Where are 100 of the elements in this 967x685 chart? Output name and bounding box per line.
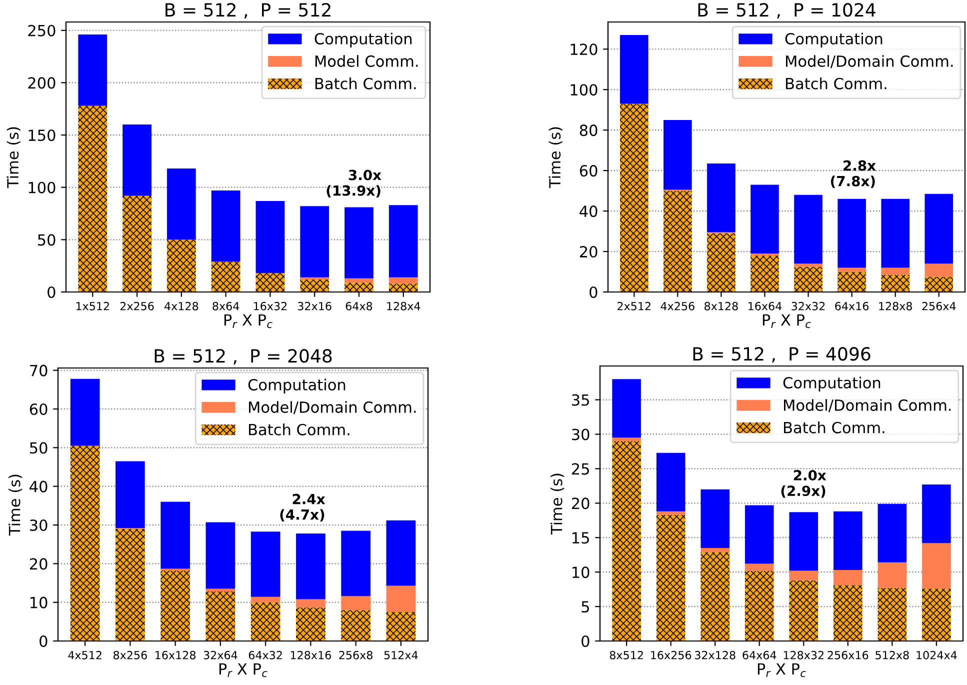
x-tick-label: 256x4 [922, 302, 956, 310]
legend-label: Batch Comm. [786, 78, 886, 90]
bar [300, 206, 330, 278]
y-axis-title: Time (s) [8, 474, 22, 536]
x-tick-label: 2x256 [120, 302, 154, 310]
bar [838, 198, 866, 268]
bar [750, 184, 779, 254]
y-tick-label: 70 [30, 364, 48, 376]
bar [744, 505, 774, 564]
bar [388, 284, 418, 292]
x-tick-label: 8x128 [704, 302, 738, 310]
bar [250, 532, 280, 597]
bar [620, 34, 648, 104]
bar [116, 528, 145, 641]
bar [664, 120, 692, 190]
bar [166, 240, 196, 292]
bar [122, 124, 152, 196]
bar [211, 262, 240, 292]
annotation: 2.4x (4.7x) [280, 494, 326, 522]
y-tick-label: 80 [580, 124, 598, 136]
x-tick-label: 16x32 [254, 302, 287, 310]
bar [922, 543, 951, 589]
bar [344, 278, 374, 283]
y-tick-label: 150 [28, 129, 56, 142]
bar [794, 264, 822, 267]
y-tick-label: 0 [582, 635, 590, 648]
bar [296, 599, 326, 608]
x-tick-label: 64x8 [346, 302, 372, 310]
x-tick-label: 64x32 [248, 650, 282, 660]
bar [612, 438, 641, 442]
chart-title: B = 512 , P = 512 [166, 3, 330, 19]
x-tick-label: 32x128 [694, 650, 736, 660]
bar [250, 596, 280, 602]
bar [612, 379, 641, 438]
y-tick-label: 120 [570, 44, 598, 56]
bar [794, 266, 822, 292]
x-tick-label: 128x32 [784, 650, 824, 660]
bar [656, 511, 686, 515]
x-tick-label: 256x8 [339, 650, 372, 660]
x-tick-label: 4x512 [68, 650, 102, 660]
bar [794, 194, 822, 264]
bar [116, 461, 145, 528]
y-tick-label: 60 [580, 165, 598, 177]
y-tick-label: 0 [40, 635, 48, 648]
y-tick-label: 20 [30, 558, 48, 570]
bar [620, 104, 648, 292]
bar [78, 34, 108, 106]
y-tick-label: 20 [580, 246, 598, 258]
y-tick-label: 20 [572, 498, 590, 510]
bar [250, 602, 280, 641]
y-tick-label: 30 [572, 428, 590, 440]
bar [206, 592, 236, 641]
bar [656, 514, 686, 641]
x-tick-label: 32x64 [204, 650, 238, 660]
chart-title: B = 512 , P = 1024 [698, 3, 876, 19]
legend-label: Model/Domain Comm. [784, 399, 951, 412]
x-tick-label: 128x16 [290, 650, 331, 660]
bar [924, 276, 954, 292]
bar [878, 588, 907, 641]
bar [296, 607, 326, 641]
legend-label: Computation [314, 32, 412, 48]
bar [881, 274, 910, 292]
y-tick-label: 10 [30, 596, 48, 608]
bar [612, 441, 641, 641]
annotation: 3.0x (13.9x) [326, 170, 382, 198]
bar [206, 588, 236, 592]
bar [656, 452, 686, 512]
bar [341, 610, 370, 641]
y-axis-title: Time (s) [550, 474, 564, 535]
bar [160, 502, 190, 569]
x-axis-title: P$_{r}$ X P$_{c}$ [224, 314, 272, 328]
bar [388, 205, 418, 278]
bar [341, 596, 370, 610]
bar [707, 233, 736, 292]
bar [707, 163, 736, 232]
bar [700, 552, 730, 641]
x-tick-label: 64x16 [835, 302, 869, 310]
bar [789, 570, 818, 580]
y-tick-label: 25 [572, 463, 589, 475]
legend-label: Batch Comm. [249, 424, 350, 436]
y-tick-label: 200 [28, 77, 56, 89]
legend-label: Batch Comm. [784, 422, 884, 434]
y-tick-label: 10 [572, 566, 590, 578]
y-tick-label: 15 [572, 532, 589, 544]
bar [878, 562, 907, 588]
x-tick-label: 512x8 [876, 650, 909, 660]
x-axis-title: P$_{r}$ X P$_{c}$ [758, 663, 806, 678]
bar [924, 194, 954, 264]
x-tick-label: 256x16 [828, 650, 868, 660]
x-tick-label: 64x64 [742, 650, 776, 660]
bar [344, 207, 374, 278]
y-tick-label: 250 [28, 24, 56, 36]
bar [700, 489, 730, 548]
bar [300, 279, 330, 292]
x-tick-label: 16x64 [748, 302, 782, 310]
legend-label: Computation [785, 32, 882, 48]
y-tick-label: 40 [580, 206, 598, 218]
x-tick-label: 2x512 [618, 302, 650, 310]
bar [122, 196, 152, 292]
bar [78, 106, 108, 292]
